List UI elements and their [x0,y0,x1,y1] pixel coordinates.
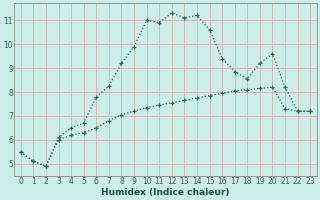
X-axis label: Humidex (Indice chaleur): Humidex (Indice chaleur) [101,188,230,197]
